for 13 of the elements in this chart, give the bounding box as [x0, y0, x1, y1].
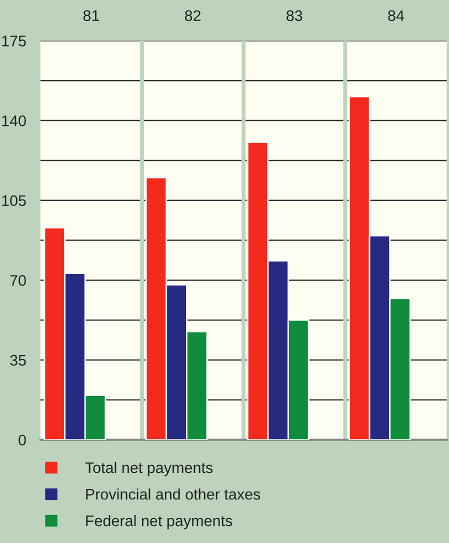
x-tick-label: 84 [388, 10, 404, 22]
x-tick-label: 83 [286, 10, 302, 22]
y-tick-label: 0 [18, 434, 26, 446]
y-tick-label: 35 [10, 354, 26, 366]
y-tick-label: 175 [2, 36, 26, 46]
y-tick-label: 70 [10, 275, 26, 286]
y-tick-label: 140 [2, 115, 26, 126]
legend-label: Federal net payments [86, 515, 232, 530]
y-tick-label: 105 [2, 195, 26, 206]
legend-label: Total net payments [85, 462, 213, 476]
x-tick-label: 81 [83, 10, 99, 22]
legend-label: Provincial and other taxes [86, 488, 260, 500]
x-tick-label: 82 [184, 10, 201, 22]
